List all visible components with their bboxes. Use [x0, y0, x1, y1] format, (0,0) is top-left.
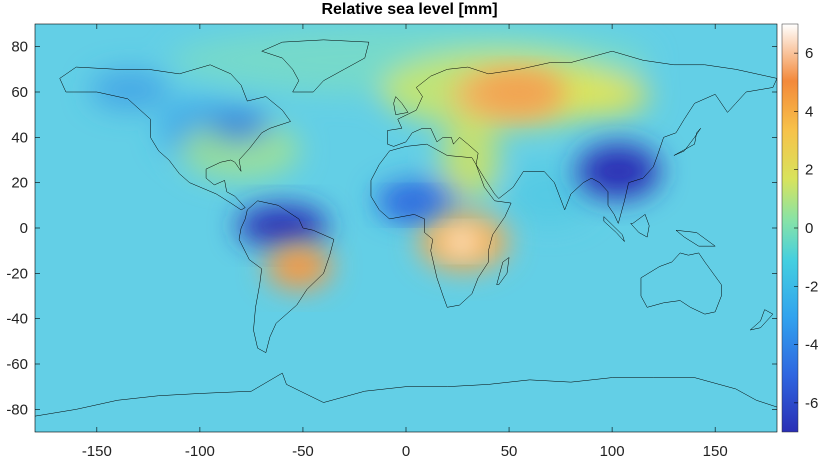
british-isles-coast	[394, 97, 408, 115]
colorbar-tick-label: -6	[805, 395, 818, 412]
australia-coast	[641, 253, 721, 314]
map-title: Relative sea level [mm]	[321, 1, 498, 18]
colorbar-tick-label: 6	[805, 45, 813, 62]
southeast-asia-low-anomaly	[577, 144, 660, 199]
madagascar-coast	[497, 257, 509, 284]
anomaly-layer	[236, 73, 660, 290]
y-tick-label: 0	[20, 220, 28, 237]
y-tick-label: -60	[6, 356, 28, 373]
x-tick-label: -50	[292, 443, 314, 458]
west-africa-low-anomaly	[387, 194, 437, 217]
colorbar-tick-label: -2	[805, 278, 818, 295]
y-axis: 80 60 40 20 0 -20 -40 -60 -80	[6, 39, 777, 418]
japan-coast	[674, 128, 701, 155]
coastlines	[35, 40, 777, 416]
central-africa-core	[445, 230, 479, 253]
y-tick-label: 40	[11, 129, 28, 146]
x-tick-label: 150	[703, 443, 728, 458]
x-tick-label: 0	[402, 443, 410, 458]
y-tick-label: -80	[6, 401, 28, 418]
y-tick-label: 80	[11, 39, 28, 56]
eurasia-coast	[387, 51, 777, 223]
x-tick-label: 50	[501, 443, 518, 458]
antarctica-coast	[35, 373, 777, 416]
y-tick-label: 60	[11, 84, 28, 101]
x-tick-label: -100	[185, 443, 215, 458]
colorbar-tick-label: 4	[805, 103, 813, 120]
amazon-low-anomaly	[236, 205, 328, 247]
colorbar-tick-label: -4	[805, 337, 818, 354]
colorbar-tick-label: 0	[805, 220, 813, 237]
new-guinea-coast	[676, 230, 715, 246]
colorbar-axis: 6 4 2 0 -2 -4 -6	[794, 45, 818, 412]
y-tick-label: 20	[11, 175, 28, 192]
africa-coast	[371, 144, 511, 307]
new-zealand-coast	[750, 310, 773, 330]
x-tick-label: -150	[82, 443, 112, 458]
south-brazil-high-anomaly	[265, 243, 332, 290]
greenland-coast	[262, 40, 369, 92]
x-tick-label: 100	[600, 443, 625, 458]
sumatra-coast	[604, 217, 625, 242]
siberia-high-anomaly	[474, 73, 565, 111]
y-tick-label: -20	[6, 265, 28, 282]
north-america-coast	[60, 65, 291, 210]
south-america-coast	[239, 201, 334, 353]
y-tick-label: -40	[6, 311, 28, 328]
borneo-coast	[631, 214, 650, 237]
x-axis: -150 -100 -50 0 50 100 150	[82, 24, 728, 458]
colorbar-tick-label: 2	[805, 162, 813, 179]
